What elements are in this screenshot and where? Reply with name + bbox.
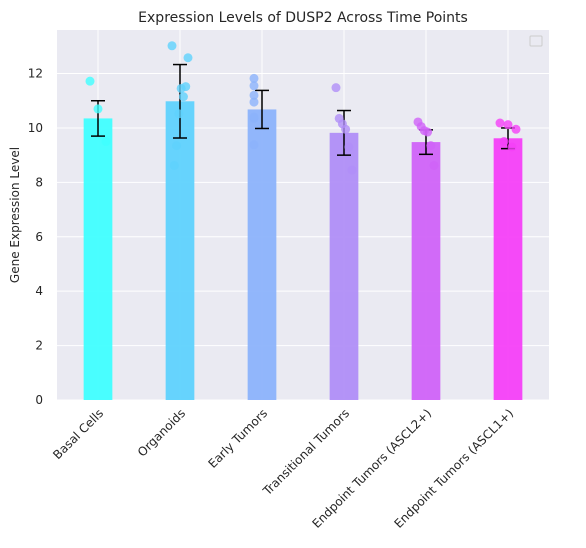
y-tick-label: 6 (35, 230, 43, 244)
data-point (429, 160, 439, 170)
data-point (507, 142, 517, 152)
x-tick-label: Organoids (135, 406, 188, 459)
bar (329, 132, 359, 400)
bar (165, 101, 195, 400)
data-point (344, 142, 354, 152)
chart-title: Expression Levels of DUSP2 Across Time P… (138, 10, 468, 26)
bar (83, 118, 113, 400)
data-point (176, 83, 186, 93)
legend-box (529, 35, 543, 47)
data-point (331, 83, 341, 93)
x-tick-label: Basal Cells (50, 406, 106, 462)
data-point (495, 118, 505, 128)
data-point (178, 92, 188, 102)
bar (493, 138, 523, 400)
data-point (183, 53, 193, 63)
bar (247, 109, 277, 401)
data-point (249, 140, 259, 150)
y-tick-label: 8 (35, 175, 43, 189)
data-point (167, 41, 177, 51)
data-point (169, 160, 179, 170)
y-tick-label: 2 (35, 339, 43, 353)
bar (411, 142, 441, 400)
data-point (93, 104, 103, 114)
y-tick-labels: 0 2 4 6 8 10 12 (28, 67, 43, 407)
y-tick-label: 12 (28, 67, 43, 81)
y-tick-label: 10 (28, 121, 43, 135)
x-tick-label: Transitional Tumors (260, 406, 353, 499)
data-point (101, 137, 111, 147)
data-point (172, 141, 182, 151)
bars (83, 101, 523, 401)
data-point (426, 141, 436, 151)
data-point (423, 127, 433, 137)
data-point (249, 90, 259, 100)
y-axis-label: Gene Expression Level (8, 147, 22, 283)
data-point (174, 109, 184, 119)
data-point (347, 165, 357, 175)
data-point (85, 76, 95, 86)
data-point (511, 124, 521, 134)
data-point (341, 124, 351, 134)
data-point (249, 73, 259, 83)
data-points (85, 41, 521, 175)
x-tick-label: Early Tumors (205, 406, 270, 471)
x-tick-labels: Basal Cells Organoids Early TumorsTransiti… (50, 406, 516, 531)
data-point (503, 120, 513, 130)
data-point (249, 81, 259, 91)
data-point (249, 97, 259, 107)
y-tick-label: 4 (35, 284, 43, 298)
plot-background (57, 30, 549, 400)
data-point (499, 137, 509, 147)
data-point (249, 112, 259, 122)
y-tick-label: 0 (35, 393, 43, 407)
